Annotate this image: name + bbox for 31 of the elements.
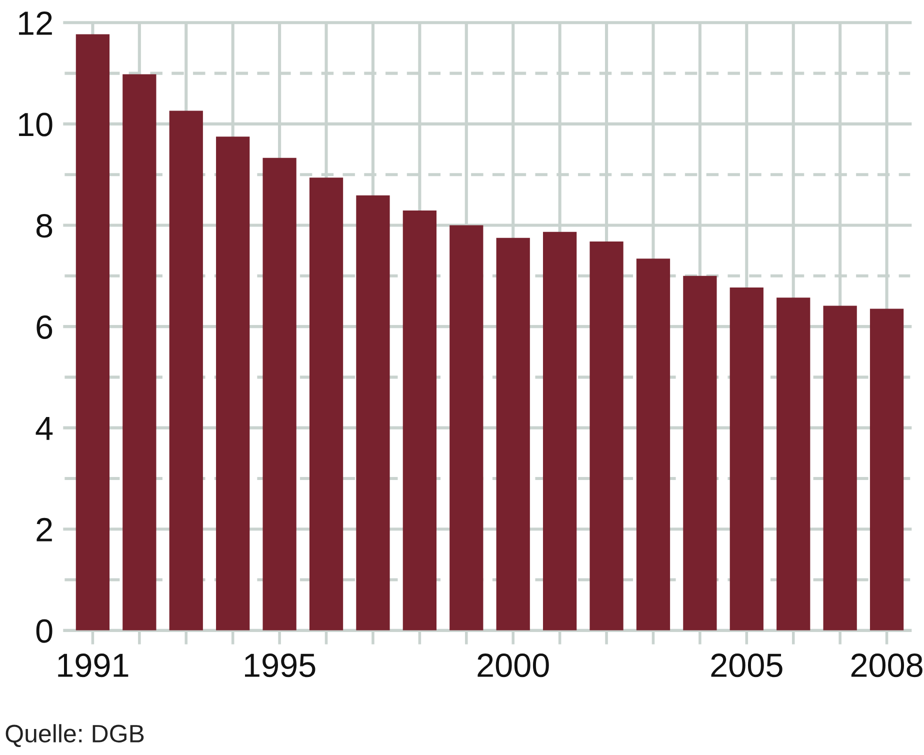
- y-tick-label: 10: [19, 112, 52, 136]
- y-tick-label: 2: [36, 518, 52, 542]
- bar: [636, 258, 670, 630]
- x-tick-label: 2005: [711, 654, 782, 678]
- bar: [496, 238, 530, 630]
- y-tick-label: 4: [36, 416, 53, 440]
- bar: [542, 232, 577, 630]
- x-tick-label: 2008: [851, 654, 922, 678]
- x-tick-label: 1991: [58, 654, 128, 678]
- bar: [870, 308, 904, 630]
- bar: [76, 34, 110, 630]
- bar: [309, 178, 344, 630]
- bar: [590, 241, 624, 630]
- bar: [683, 276, 717, 630]
- y-tick-label: 6: [36, 315, 52, 339]
- bar: [216, 136, 250, 630]
- bar: [776, 298, 810, 630]
- source-note: Quelle: DGB: [6, 724, 144, 747]
- bar: [262, 158, 296, 630]
- y-tick-label: 0: [36, 619, 52, 643]
- bar: [122, 74, 156, 630]
- bar: [402, 210, 436, 630]
- bar: [356, 195, 390, 630]
- x-tick-label: 2000: [478, 654, 549, 678]
- y-tick-label: 12: [19, 11, 52, 35]
- bar: [169, 110, 203, 630]
- bar: [823, 306, 857, 630]
- bar: [730, 288, 764, 630]
- y-tick-label: 8: [36, 214, 52, 238]
- x-tick-label: 1995: [245, 654, 316, 678]
- bar: [450, 225, 484, 630]
